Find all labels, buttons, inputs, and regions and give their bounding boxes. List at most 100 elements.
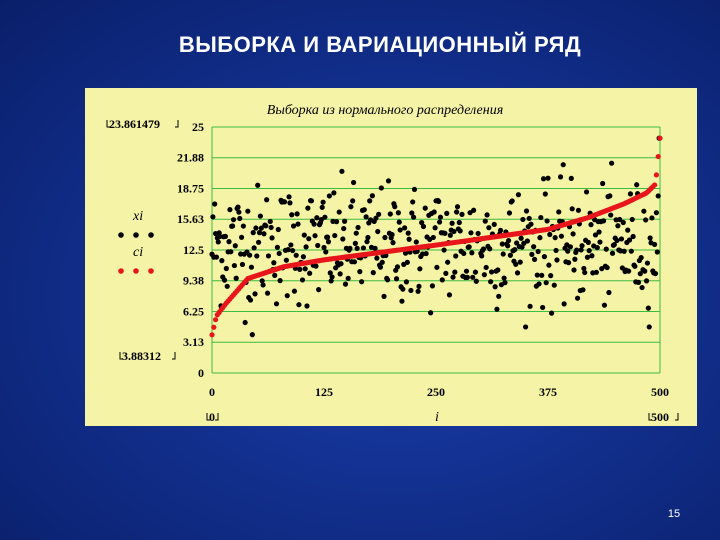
sample-point <box>580 287 586 293</box>
sample-point <box>621 248 627 254</box>
sample-point <box>417 266 423 272</box>
sample-point <box>319 204 325 210</box>
sample-point <box>273 301 280 307</box>
sample-point <box>215 239 221 245</box>
sample-point <box>581 265 587 272</box>
sample-point <box>249 332 255 338</box>
sample-point <box>596 229 602 235</box>
sample-point <box>608 212 614 218</box>
sample-point <box>320 199 326 205</box>
sample-point <box>226 239 232 245</box>
sample-point <box>285 247 291 253</box>
sample-point <box>527 303 533 309</box>
sample-point <box>486 225 492 231</box>
sample-point <box>291 288 298 294</box>
sample-point <box>437 214 444 220</box>
sample-point <box>360 245 367 251</box>
sample-point <box>547 231 553 238</box>
sample-point <box>501 275 507 281</box>
sample-point <box>507 252 513 258</box>
sample-point <box>247 252 253 258</box>
legend-marker-ci <box>118 268 124 274</box>
x-tick-label: 250 <box>427 385 445 399</box>
sample-point <box>442 230 448 236</box>
sample-point <box>574 295 581 301</box>
sample-point <box>429 283 436 289</box>
sample-point <box>353 230 359 236</box>
sample-point <box>248 264 255 270</box>
sample-point <box>512 247 518 253</box>
sample-point <box>340 236 346 242</box>
sample-point <box>649 215 655 221</box>
sample-point <box>509 198 515 204</box>
sample-point <box>290 223 297 229</box>
sample-point <box>300 254 306 260</box>
sample-point <box>408 287 414 294</box>
sample-point <box>554 257 560 263</box>
sample-point <box>375 228 381 235</box>
sample-point <box>488 279 494 285</box>
x-tick-label: 375 <box>539 385 557 399</box>
sample-point <box>609 250 616 256</box>
sample-point <box>593 269 599 275</box>
sample-point <box>464 274 470 280</box>
sample-point <box>434 264 440 270</box>
sample-point <box>620 219 626 226</box>
sample-point <box>250 230 256 236</box>
sample-point <box>647 235 653 241</box>
sample-point <box>454 209 460 215</box>
y-tick-label: 6.25 <box>183 305 204 319</box>
sample-point <box>551 282 557 288</box>
sample-point <box>452 269 458 275</box>
sample-point <box>617 216 623 223</box>
sample-point <box>267 218 273 225</box>
sample-point <box>370 270 376 276</box>
sample-point <box>411 186 418 192</box>
sample-point <box>499 241 505 247</box>
sample-point <box>626 268 632 274</box>
sample-point <box>502 280 508 286</box>
sample-point <box>482 218 488 224</box>
sample-point <box>301 232 307 238</box>
sample-point <box>406 236 412 242</box>
sample-point <box>513 261 519 267</box>
sample-point <box>556 209 562 215</box>
sample-point <box>453 253 459 259</box>
sample-point <box>611 241 617 248</box>
sample-point <box>308 198 315 204</box>
sample-point <box>431 209 437 215</box>
slide-title: ВЫБОРКА И ВАРИАЦИОННЫЙ РЯД <box>178 32 582 57</box>
sample-point <box>294 211 300 217</box>
sample-point <box>261 231 267 237</box>
sample-point <box>463 268 470 274</box>
sample-point <box>565 248 571 254</box>
sample-point <box>302 266 308 272</box>
sample-points <box>209 135 662 338</box>
sample-point <box>385 178 392 184</box>
sample-point <box>471 207 477 213</box>
sample-point <box>637 271 643 277</box>
sample-point <box>514 270 521 276</box>
sample-point <box>542 191 548 197</box>
sample-point <box>341 225 347 232</box>
sample-point <box>630 233 636 240</box>
sample-point <box>213 254 220 260</box>
sample-point <box>303 244 309 250</box>
sample-point <box>484 212 490 218</box>
sample-point <box>420 223 427 230</box>
sample-point <box>306 236 312 242</box>
sample-point <box>470 274 476 280</box>
sample-point <box>311 221 317 227</box>
sample-point <box>603 246 609 252</box>
sample-point <box>450 274 456 280</box>
sample-point <box>232 243 238 249</box>
sample-point <box>277 278 283 284</box>
sample-point <box>496 293 502 299</box>
sample-point <box>652 270 659 277</box>
sample-point <box>316 287 322 293</box>
variation-point <box>212 317 219 323</box>
legend-marker-xi <box>148 232 154 238</box>
sample-point <box>642 268 648 274</box>
sample-point <box>582 269 588 276</box>
sample-point <box>473 278 479 284</box>
